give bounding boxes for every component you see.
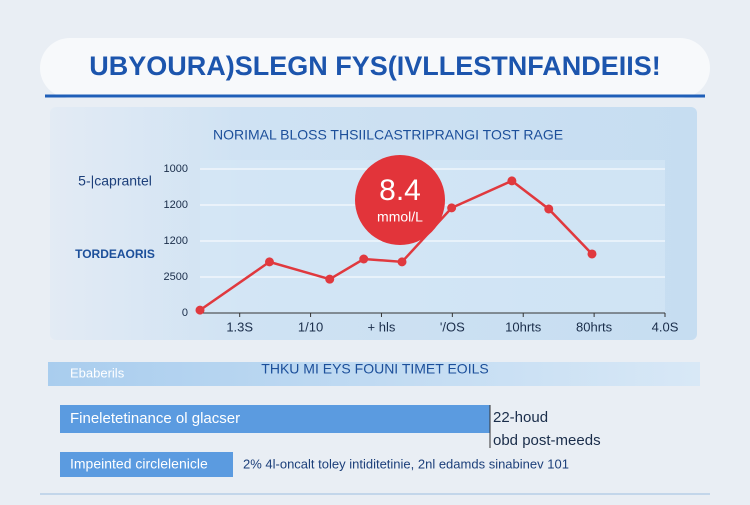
point <box>325 274 335 284</box>
y-tick-label: 1200 <box>164 235 188 247</box>
y-tick-label: 1000 <box>164 163 188 175</box>
x-tick-label: + hls <box>368 319 396 334</box>
title-pill <box>40 38 710 98</box>
row-note: 2% 4l-oncalt toley intiditetinie, 2nl ed… <box>243 456 569 471</box>
page-title: UBYOURA)SLEGN FYS(IVLLESTNFANDEIIS! <box>89 51 661 81</box>
row-bar <box>60 452 233 477</box>
row-note: 22-houd <box>493 409 548 426</box>
point <box>397 257 407 267</box>
x-tick-label: 4.0S <box>652 319 679 334</box>
x-tick-label: 1/10 <box>298 319 323 334</box>
callout-unit: mmol/L <box>377 209 423 225</box>
x-tick-label: 80hrts <box>576 319 613 334</box>
side-label: 5-|caprantel <box>78 173 152 189</box>
point <box>544 204 554 214</box>
row-label: Fineletetinance ol glacser <box>70 410 240 427</box>
y-tick-label: 1200 <box>164 199 188 211</box>
section-title: THKU MI EYS FOUNI TIMET EOILS <box>261 361 488 377</box>
x-tick-label: 10hrts <box>505 319 542 334</box>
row-note: obd post-meeds <box>493 432 601 449</box>
point <box>507 176 517 186</box>
point <box>447 203 457 213</box>
band-label: Ebaberils <box>70 365 125 380</box>
row-label: Impeinted circlelenicle <box>70 456 208 472</box>
section-band <box>48 362 700 386</box>
x-tick-label: 1.3S <box>226 319 253 334</box>
row-bar <box>60 405 490 433</box>
y-tick-label: 0 <box>182 307 188 319</box>
callout-value: 8.4 <box>379 174 421 207</box>
chart-title: NORIMAL BLOSS THSIILCASTRIPRANGI TOST RA… <box>213 127 563 143</box>
point <box>587 249 597 259</box>
x-tick-label: '/OS <box>440 319 465 334</box>
point <box>195 305 205 315</box>
point <box>264 257 274 267</box>
side-label: TORDEAORIS <box>75 247 155 261</box>
callout-circle <box>355 155 445 245</box>
point <box>359 254 369 264</box>
y-tick-label: 2500 <box>164 271 188 283</box>
